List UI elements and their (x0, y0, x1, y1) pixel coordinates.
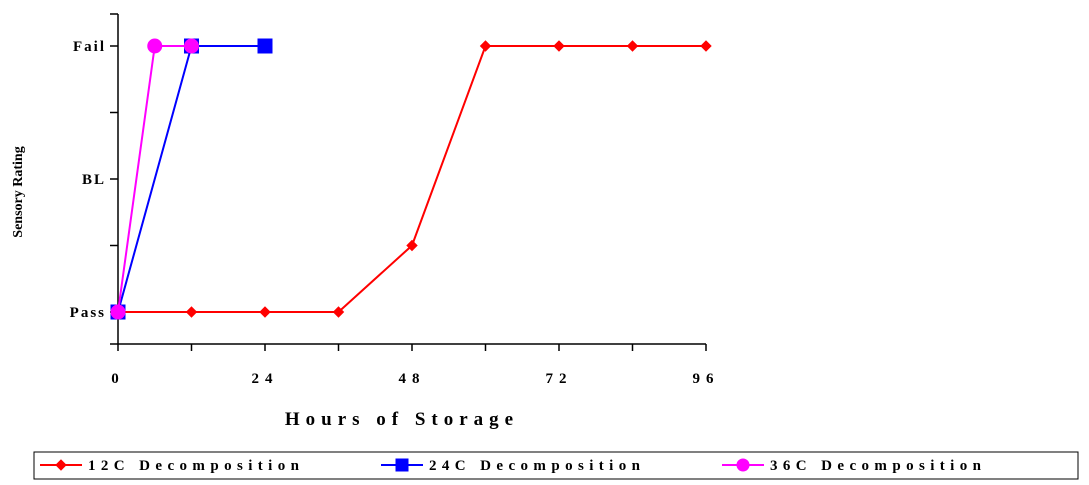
data-point (700, 40, 712, 52)
data-point (259, 306, 271, 318)
x-axis-title: Hours of Storage (285, 409, 519, 430)
x-tick-label: 48 (399, 371, 426, 387)
x-tick-label: 72 (546, 371, 573, 387)
legend-entry: 12C Decomposition (40, 458, 304, 474)
series-line (117, 45, 265, 313)
y-tick-label: BL (82, 172, 106, 188)
legend: 12C Decomposition 24C Decomposition 36C De… (33, 451, 1079, 480)
legend-swatch-marker (736, 458, 750, 472)
data-point (257, 38, 273, 54)
legend-entry: 24C Decomposition (381, 458, 645, 474)
x-tick-label: 24 (252, 371, 279, 387)
data-point (110, 304, 126, 320)
data-point (147, 38, 163, 54)
x-tick-label: 96 (693, 371, 720, 387)
y-tick-label: Pass (70, 305, 106, 321)
legend-label: 24C Decomposition (429, 458, 645, 474)
legend-frame (33, 451, 1079, 480)
data-point (553, 40, 565, 52)
data-point (406, 239, 418, 252)
x-tick-label: 0 (111, 371, 125, 387)
legend-swatch-marker (395, 458, 409, 472)
y-tick-label: Fail (73, 39, 106, 55)
data-point (626, 40, 639, 52)
data-point (479, 40, 492, 52)
axes: Pass BL Fail 0 24 48 72 96 (70, 13, 720, 387)
series-12c-decomposition (112, 40, 712, 318)
series-line (118, 45, 706, 313)
legend-label: 12C Decomposition (88, 458, 304, 474)
y-axis-title: Sensory Rating (11, 146, 26, 237)
data-point (332, 306, 345, 318)
series-36c-decomposition (110, 38, 199, 320)
legend-swatch-marker (55, 459, 67, 471)
legend-label: 36C Decomposition (770, 458, 986, 474)
legend-entry: 36C Decomposition (722, 458, 986, 474)
plot-series (110, 38, 712, 320)
data-point (184, 38, 199, 54)
data-point (185, 306, 198, 318)
series-24c-decomposition (110, 38, 273, 320)
